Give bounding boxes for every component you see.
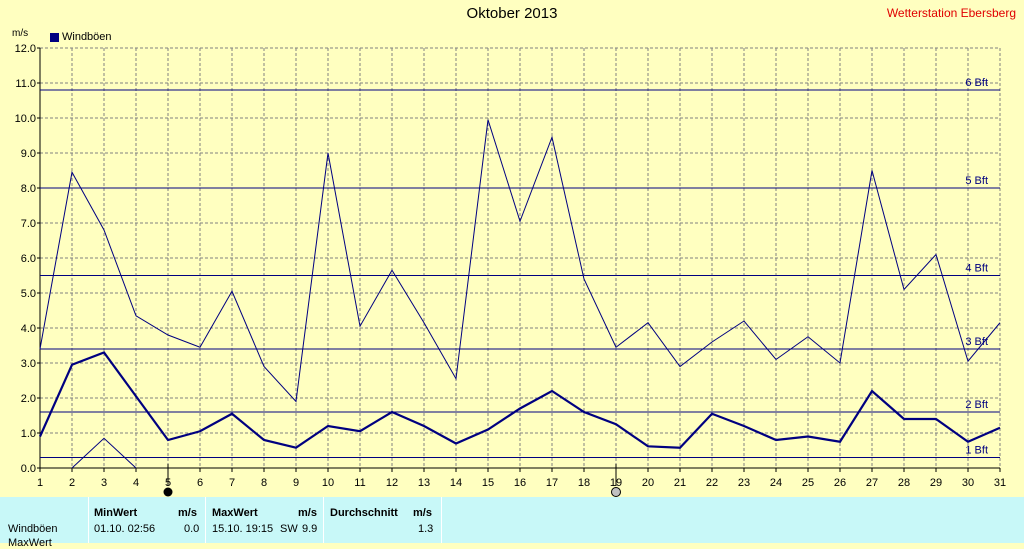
x-tick-label: 30 [962,477,974,489]
avg-unit-header: m/s [413,507,432,519]
y-tick-label: 10.0 [15,113,36,125]
series-line-thin [39,119,1001,403]
chart-title: Oktober 2013 [466,5,558,22]
stats-row-label: Windböen [8,523,58,535]
y-tick-label: 6.0 [21,253,36,265]
y-tick-label: 1.0 [21,428,36,440]
stats-divider [205,497,206,543]
beaufort-label: 5 Bft [965,175,988,187]
beaufort-label: 6 Bft [965,77,988,89]
x-tick-label: 2 [69,477,75,489]
stats-divider [88,497,89,543]
y-tick-label: 9.0 [21,148,36,160]
series-line-thin [71,437,137,469]
x-tick-label: 26 [834,477,846,489]
stats-row2-label: MaxWert [8,537,52,549]
max-header: MaxWert [212,507,258,519]
y-axis-unit: m/s [12,28,29,39]
beaufort-label: 4 Bft [965,263,988,275]
stats-divider [441,497,442,543]
y-tick-label: 4.0 [21,323,36,335]
x-tick-label: 15 [482,477,494,489]
legend: Windböen [50,31,112,43]
max-time: 15.10. 19:15 [212,523,274,535]
y-tick-label: 8.0 [21,183,36,195]
x-tick-label: 16 [514,477,526,489]
x-tick-label: 12 [386,477,398,489]
x-tick-label: 4 [133,477,139,489]
x-tick-label: 13 [418,477,430,489]
legend-label: Windböen [62,31,112,43]
x-tick-label: 6 [197,477,203,489]
beaufort-label: 2 Bft [965,399,988,411]
max-value: 9.9 [302,523,318,535]
avg-header: Durchschnitt [330,507,398,519]
x-tick-label: 8 [261,477,267,489]
x-tick-label: 18 [578,477,590,489]
x-tick-label: 23 [738,477,750,489]
beaufort-label: 3 Bft [965,336,988,348]
marker-hollow-dot [611,487,621,497]
x-tick-label: 25 [802,477,814,489]
x-tick-label: 20 [642,477,654,489]
y-tick-label: 11.0 [15,78,36,90]
x-tick-label: 27 [866,477,878,489]
y-tick-label: 3.0 [21,358,36,370]
x-tick-label: 29 [930,477,942,489]
x-tick-label: 31 [994,477,1006,489]
chart-area: Oktober 2013 Wetterstation Ebersberg m/s… [12,5,1016,497]
y-tick-label: 0.0 [21,463,36,475]
min-time: 01.10. 02:56 [94,523,156,535]
max-unit-header: m/s [298,507,317,519]
x-tick-label: 1 [37,477,43,489]
x-tick-label: 21 [674,477,686,489]
x-tick-label: 28 [898,477,910,489]
min-unit-header: m/s [178,507,197,519]
y-tick-label: 2.0 [21,393,36,405]
x-tick-label: 3 [101,477,107,489]
max-direction: SW [280,523,298,535]
x-tick-label: 11 [354,477,365,489]
x-tick-label: 9 [293,477,299,489]
x-tick-label: 7 [229,477,235,489]
marker-filled-dot [163,487,173,497]
stats-panel: Windböen MaxWert MinWert m/s 01.10. 02:5… [0,497,1024,549]
y-tick-label: 5.0 [21,288,36,300]
station-name: Wetterstation Ebersberg [886,6,1016,20]
stats-divider [323,497,324,543]
x-tick-label: 10 [322,477,334,489]
avg-value: 1.3 [418,523,434,535]
series-line-bold [38,351,1001,449]
y-tick-label: 12.0 [15,43,36,55]
y-tick-label: 7.0 [21,218,36,230]
min-value: 0.0 [184,523,200,535]
x-tick-label: 14 [450,477,462,489]
x-tick-label: 24 [770,477,782,489]
beaufort-label: 1 Bft [965,445,988,457]
x-tick-label: 17 [546,477,558,489]
x-tick-label: 22 [706,477,718,489]
min-header: MinWert [94,507,138,519]
legend-swatch [50,32,59,42]
chart-svg: 0.01.02.03.04.05.06.07.08.09.010.011.012… [15,43,1006,497]
